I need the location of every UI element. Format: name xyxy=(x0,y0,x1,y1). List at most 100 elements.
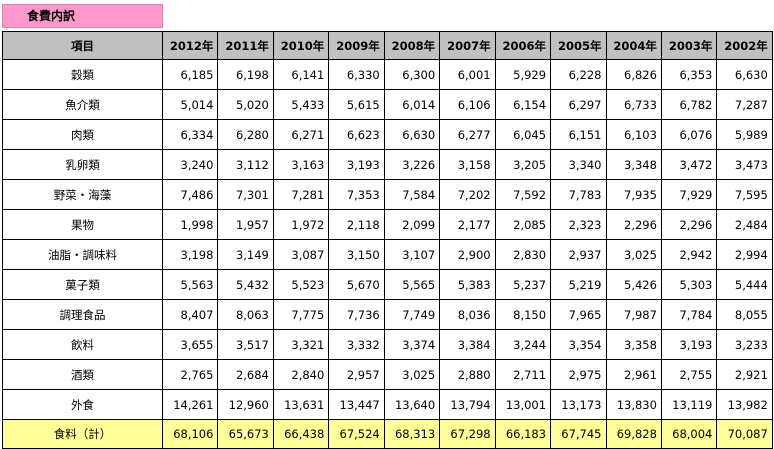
table-cell: 3,244 xyxy=(494,329,552,360)
table-cell: 7,775 xyxy=(272,299,330,330)
table-cell: 6,076 xyxy=(660,119,718,150)
table-cell: 5,563 xyxy=(161,269,219,300)
table-cell: 6,198 xyxy=(217,59,274,90)
table-cell: 13,982 xyxy=(716,389,773,420)
table-cell: 3,087 xyxy=(272,239,330,270)
table-cell: 2,942 xyxy=(660,239,718,270)
table-cell: 6,300 xyxy=(383,59,441,90)
table-cell: 5,219 xyxy=(550,269,607,300)
header-year: 2006年 xyxy=(494,31,552,60)
table-cell: 3,473 xyxy=(716,149,773,180)
table-cell: 7,987 xyxy=(605,299,662,330)
table-cell: 3,655 xyxy=(161,329,219,360)
table-cell: 13,173 xyxy=(550,389,607,420)
row-label: 果物 xyxy=(2,209,163,240)
table-cell: 8,055 xyxy=(716,299,773,330)
table-cell: 7,353 xyxy=(328,179,385,210)
table-cell: 5,433 xyxy=(272,89,330,120)
table-cell: 2,755 xyxy=(660,359,718,390)
table-cell: 6,330 xyxy=(328,59,385,90)
table-cell: 5,670 xyxy=(328,269,385,300)
table-cell: 13,631 xyxy=(272,389,330,420)
table-cell: 6,103 xyxy=(605,119,662,150)
table-cell: 3,354 xyxy=(550,329,607,360)
table-cell: 3,193 xyxy=(660,329,718,360)
table-cell: 7,784 xyxy=(660,299,718,330)
table-cell: 5,989 xyxy=(716,119,773,150)
table-cell: 2,177 xyxy=(439,209,496,240)
table-cell: 7,749 xyxy=(383,299,441,330)
row-label: 外食 xyxy=(2,389,163,420)
table-cell: 3,107 xyxy=(383,239,441,270)
table-cell: 14,261 xyxy=(161,389,219,420)
table-cell: 3,332 xyxy=(328,329,385,360)
table-cell: 6,623 xyxy=(328,119,385,150)
row-label: 酒類 xyxy=(2,359,163,390)
table-row: 飲料 3,655 3,517 3,321 3,332 3,374 3,384 3,244 3,3… xyxy=(2,329,773,360)
table-cell: 2,118 xyxy=(328,209,385,240)
table-cell: 6,826 xyxy=(605,59,662,90)
table-cell: 2,711 xyxy=(494,359,552,390)
table-cell: 6,280 xyxy=(217,119,274,150)
food-expense-table: 項目 2012年 2011年 2010年 2009年 2008年 2007年 2006年 20… xyxy=(2,31,773,449)
table-row: 野菜・海藻 7,486 7,301 7,281 7,353 7,584 7,202 7,592… xyxy=(2,179,773,210)
table-cell: 7,935 xyxy=(605,179,662,210)
table-cell: 6,014 xyxy=(383,89,441,120)
table-cell: 2,323 xyxy=(550,209,607,240)
table-cell: 2,957 xyxy=(328,359,385,390)
table-cell: 3,517 xyxy=(217,329,274,360)
table-cell: 2,975 xyxy=(550,359,607,390)
table-cell: 6,154 xyxy=(494,89,552,120)
table-cell: 2,961 xyxy=(605,359,662,390)
table-cell: 2,880 xyxy=(439,359,496,390)
table-row: 油脂・調味料 3,198 3,149 3,087 3,150 3,107 2,900 2,83… xyxy=(2,239,773,270)
table-cell: 3,158 xyxy=(439,149,496,180)
table-title: 食費内訳 xyxy=(2,4,163,28)
table-cell: 7,301 xyxy=(217,179,274,210)
table-cell: 3,321 xyxy=(272,329,330,360)
table-cell: 7,287 xyxy=(716,89,773,120)
table-cell: 13,119 xyxy=(660,389,718,420)
table-cell: 8,150 xyxy=(494,299,552,330)
row-label: 魚介類 xyxy=(2,89,163,120)
table-cell: 3,150 xyxy=(328,239,385,270)
table-cell: 6,353 xyxy=(660,59,718,90)
table-cell: 7,584 xyxy=(383,179,441,210)
table-body: 穀類 6,185 6,198 6,141 6,330 6,300 6,001 5,929 6,2… xyxy=(2,59,773,449)
table-cell: 5,014 xyxy=(161,89,219,120)
table-cell: 1,957 xyxy=(217,209,274,240)
table-cell: 3,240 xyxy=(161,149,219,180)
table-cell: 2,296 xyxy=(660,209,718,240)
table-cell: 7,736 xyxy=(328,299,385,330)
header-year: 2010年 xyxy=(272,31,330,60)
table-cell: 7,281 xyxy=(272,179,330,210)
table-cell: 1,972 xyxy=(272,209,330,240)
table-row: 菓子類 5,563 5,432 5,523 5,670 5,565 5,383 5,237 5,… xyxy=(2,269,773,300)
table-cell: 5,237 xyxy=(494,269,552,300)
header-item: 項目 xyxy=(2,31,163,60)
table-cell: 5,020 xyxy=(217,89,274,120)
table-cell: 3,163 xyxy=(272,149,330,180)
header-year: 2012年 xyxy=(161,31,219,60)
table-row: 魚介類 5,014 5,020 5,433 5,615 6,014 6,106 6,154 6,… xyxy=(2,89,773,120)
table-cell: 6,277 xyxy=(439,119,496,150)
table-cell: 2,840 xyxy=(272,359,330,390)
table-cell: 2,937 xyxy=(550,239,607,270)
table-cell: 2,921 xyxy=(716,359,773,390)
table-cell: 13,447 xyxy=(328,389,385,420)
row-label: 乳卵類 xyxy=(2,149,163,180)
table-cell: 6,141 xyxy=(272,59,330,90)
table-cell: 6,001 xyxy=(439,59,496,90)
table-row: 酒類 2,765 2,684 2,840 2,957 3,025 2,880 2,711 2,9… xyxy=(2,359,773,390)
table-cell: 3,472 xyxy=(660,149,718,180)
table-cell: 13,830 xyxy=(605,389,662,420)
table-row: 果物 1,998 1,957 1,972 2,118 2,099 2,177 2,085 2,3… xyxy=(2,209,773,240)
table-cell: 3,198 xyxy=(161,239,219,270)
table-cell: 3,384 xyxy=(439,329,496,360)
table-cell: 2,830 xyxy=(494,239,552,270)
table-cell: 5,565 xyxy=(383,269,441,300)
table-cell: 6,045 xyxy=(494,119,552,150)
table-cell: 8,036 xyxy=(439,299,496,330)
table-cell: 7,783 xyxy=(550,179,607,210)
table-cell: 7,965 xyxy=(550,299,607,330)
